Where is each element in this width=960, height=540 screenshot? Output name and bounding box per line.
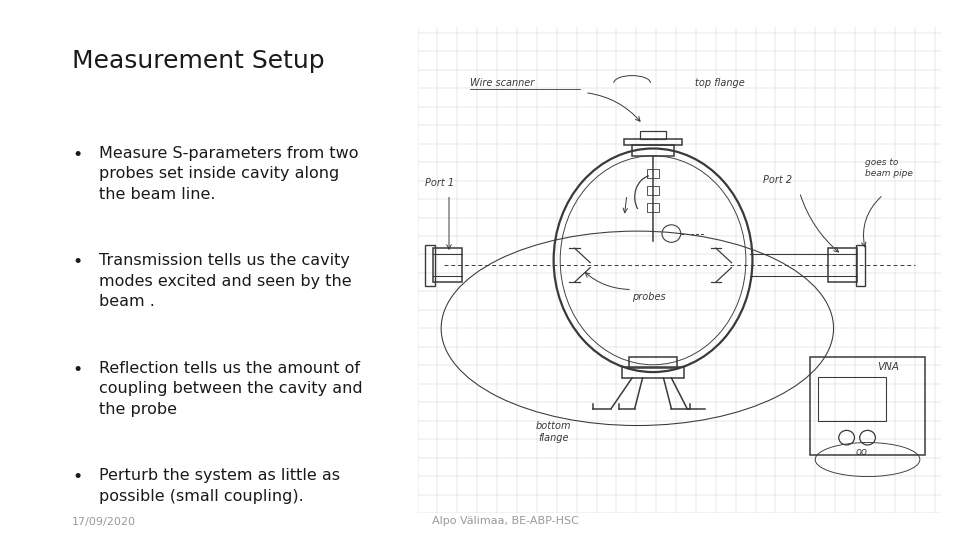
Text: •: • (72, 146, 83, 164)
Bar (622, 367, 684, 378)
Text: probes: probes (632, 292, 665, 302)
Text: •: • (72, 253, 83, 271)
Text: Measurement Setup: Measurement Setup (72, 49, 324, 72)
Bar (630, 357, 677, 368)
Text: Alpo Välimaa, BE-ABP-HSC: Alpo Välimaa, BE-ABP-HSC (432, 516, 579, 526)
Text: Wire scanner: Wire scanner (470, 78, 534, 88)
Text: Port 1: Port 1 (425, 178, 455, 187)
Bar (856, 245, 866, 286)
Bar (818, 377, 886, 421)
Bar (647, 186, 660, 195)
Bar (433, 248, 462, 282)
Text: 17/09/2020: 17/09/2020 (72, 516, 136, 526)
Text: •: • (72, 361, 83, 379)
Bar (632, 145, 674, 156)
Bar (810, 357, 925, 455)
Text: Transmission tells us the cavity
modes excited and seen by the
beam .: Transmission tells us the cavity modes e… (99, 253, 351, 309)
Bar (624, 139, 682, 145)
Text: Measure S-parameters from two
probes set inside cavity along
the beam line.: Measure S-parameters from two probes set… (99, 146, 358, 201)
Text: •: • (72, 468, 83, 486)
Bar (647, 169, 660, 178)
Text: Reflection tells us the amount of
coupling between the cavity and
the probe: Reflection tells us the amount of coupli… (99, 361, 363, 416)
Text: top flange: top flange (695, 78, 745, 88)
Text: oo: oo (856, 447, 868, 457)
Text: Port 2: Port 2 (763, 175, 792, 185)
Bar (425, 245, 435, 286)
Text: goes to
beam pipe: goes to beam pipe (865, 158, 913, 178)
Text: bottom
flange: bottom flange (536, 421, 571, 443)
Bar (647, 203, 660, 212)
Bar (828, 248, 857, 282)
Bar (640, 131, 666, 139)
Text: VNA: VNA (877, 362, 900, 372)
Text: Perturb the system as little as
possible (small coupling).: Perturb the system as little as possible… (99, 468, 340, 504)
